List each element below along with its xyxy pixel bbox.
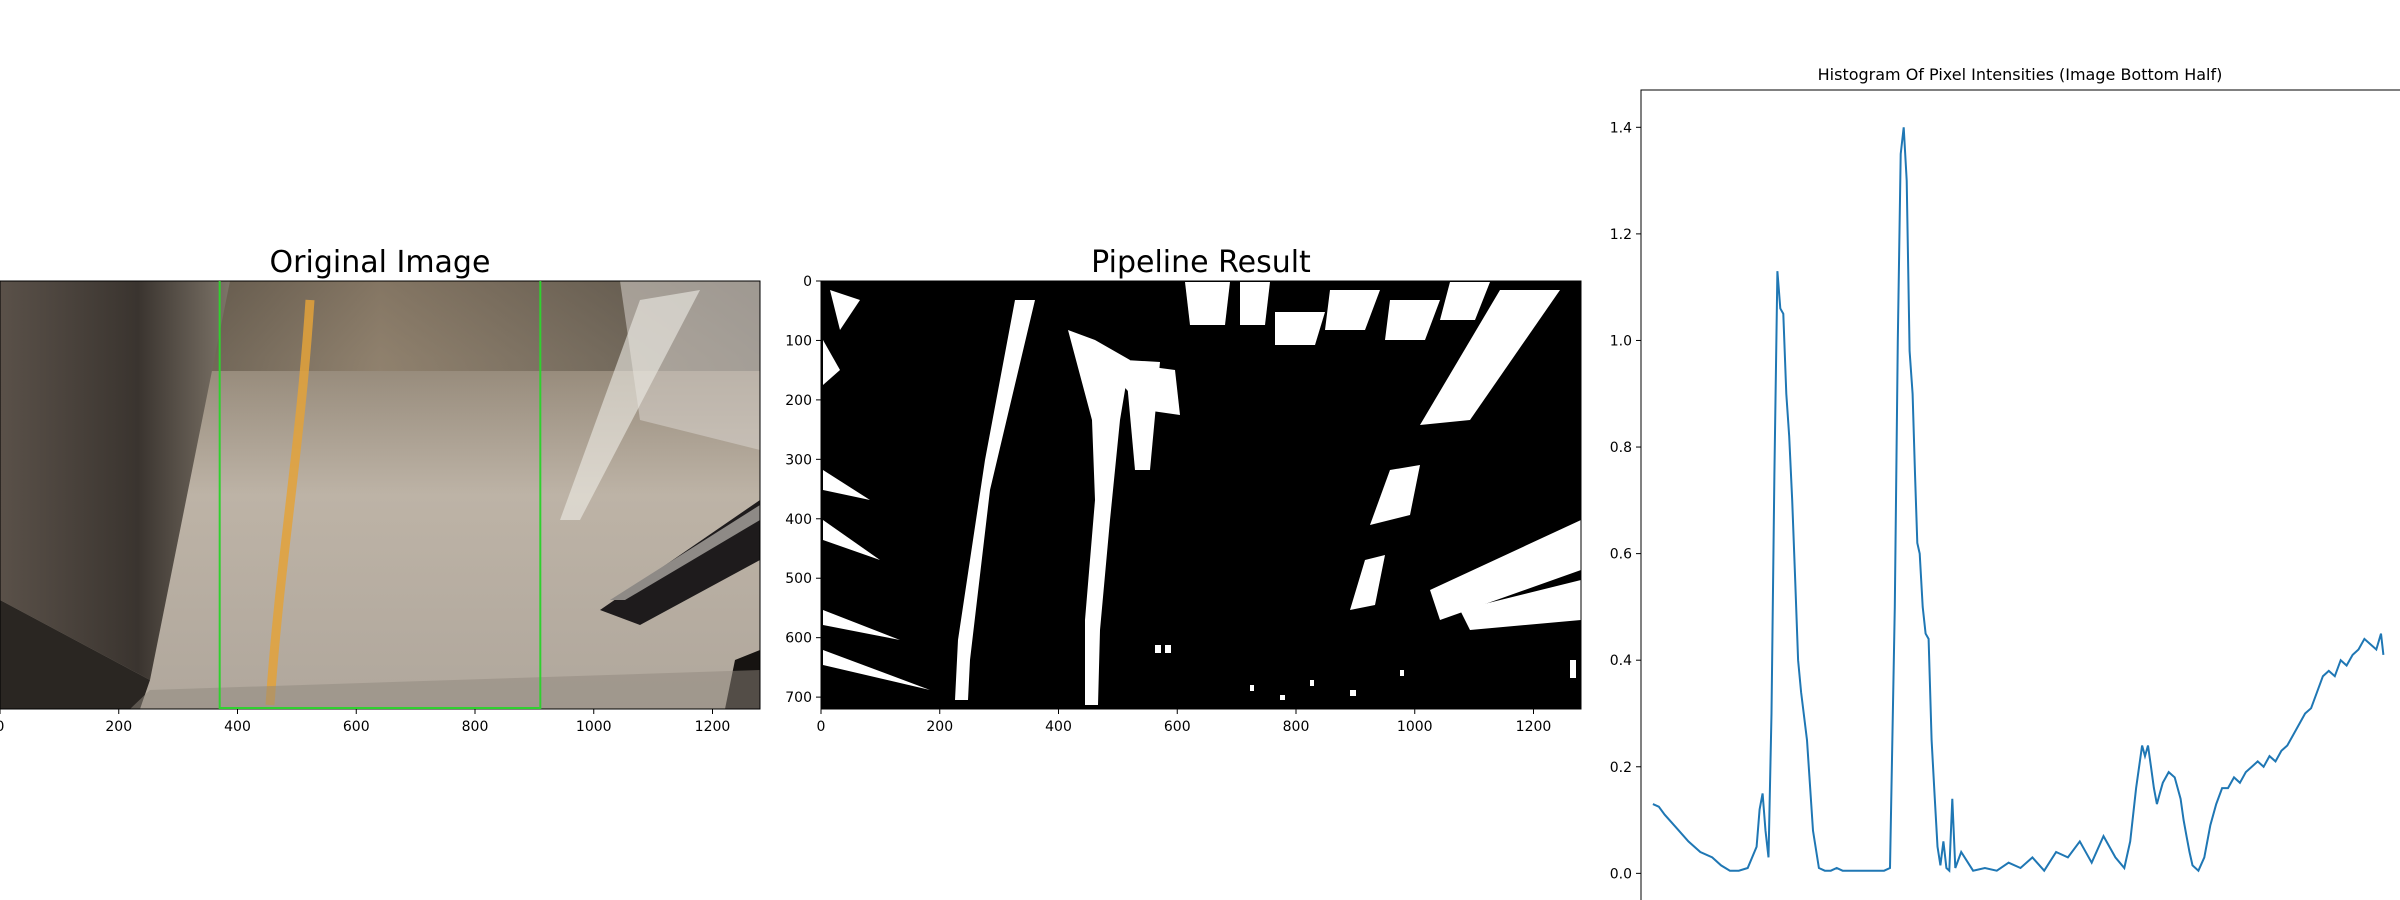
y-tick-label: 0.0 — [1610, 866, 1632, 882]
pipeline-y-ticks: 0 100 200 300 400 500 600 700 — [785, 274, 821, 706]
x-tick-label: 600 — [343, 719, 370, 735]
y-tick-label: 0.8 — [1610, 440, 1632, 456]
y-tick-label: 700 — [785, 690, 812, 706]
pipeline-x-ticks: 0 200 400 600 800 1000 1200 — [817, 709, 1552, 735]
x-tick-label: 800 — [462, 719, 489, 735]
x-tick-label: 1200 — [1516, 719, 1552, 735]
y-tick-label: 0.4 — [1610, 653, 1632, 669]
binary-threshold-image — [821, 281, 1581, 709]
histogram-axes-frame — [1640, 89, 2400, 900]
original-image-panel: Original Image 0 200 400 600 800 1000 1200 — [0, 245, 761, 735]
x-tick-label: 600 — [1164, 719, 1191, 735]
y-tick-label: 300 — [785, 452, 812, 468]
original-image-title: Original Image — [270, 245, 491, 280]
x-tick-label: 200 — [105, 719, 132, 735]
histogram-panel: Histogram Of Pixel Intensities (Image Bo… — [1610, 65, 2400, 900]
y-tick-label: 100 — [785, 333, 812, 349]
y-tick-label: 1.0 — [1610, 333, 1632, 349]
x-tick-label: 200 — [926, 719, 953, 735]
x-tick-label: 400 — [224, 719, 251, 735]
histogram-y-ticks: 0.0 0.2 0.4 0.6 0.8 1.0 1.2 1.4 — [1610, 120, 1641, 882]
y-tick-label: 400 — [785, 512, 812, 528]
pipeline-result-panel: Pipeline Result — [785, 245, 1582, 735]
x-tick-label: 1000 — [1397, 719, 1433, 735]
y-tick-label: 0.6 — [1610, 547, 1632, 563]
y-tick-label: 0.2 — [1610, 760, 1632, 776]
histogram-title: Histogram Of Pixel Intensities (Image Bo… — [1818, 65, 2223, 84]
y-tick-label: 0 — [803, 274, 812, 290]
y-tick-label: 1.4 — [1610, 120, 1632, 136]
x-tick-label: 0 — [0, 719, 4, 735]
y-tick-label: 200 — [785, 393, 812, 409]
pipeline-result-title: Pipeline Result — [1091, 245, 1311, 280]
y-tick-label: 1.2 — [1610, 227, 1632, 243]
original-road-photo — [0, 281, 760, 709]
x-tick-label: 0 — [817, 719, 826, 735]
histogram-line — [1652, 127, 2385, 873]
x-tick-label: 800 — [1283, 719, 1310, 735]
x-tick-label: 400 — [1045, 719, 1072, 735]
original-x-ticks: 0 200 400 600 800 1000 1200 — [0, 709, 730, 735]
y-tick-label: 600 — [785, 631, 812, 647]
lane-window-overlay — [218, 281, 542, 709]
y-tick-label: 500 — [785, 571, 812, 587]
histogram-series — [1652, 127, 2385, 873]
x-tick-label: 1000 — [576, 719, 612, 735]
x-tick-label: 1200 — [695, 719, 731, 735]
